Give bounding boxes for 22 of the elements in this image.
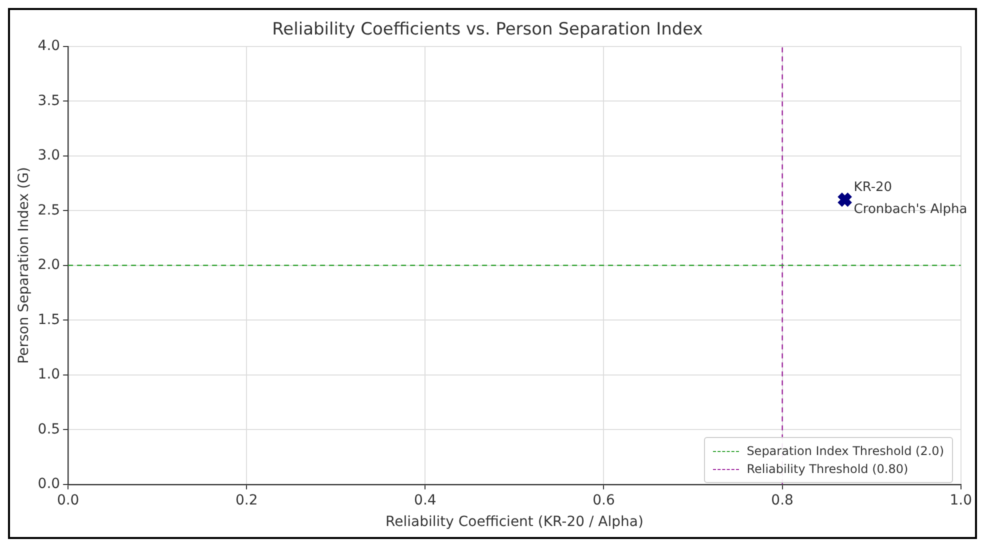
y-tick-label: 4.0	[38, 38, 60, 54]
y-axis-title: Person Separation Index (G)	[16, 166, 32, 364]
chart-title: Reliability Coefficients vs. Person Separation Index	[272, 20, 703, 40]
x-tick-label: 0.8	[771, 492, 794, 508]
y-tick-label: 0.5	[38, 421, 60, 438]
x-tick-label: 0.2	[235, 492, 258, 508]
y-tick-label: 2.5	[38, 202, 60, 218]
x-tick-label: 0.4	[414, 492, 436, 508]
annotation: KR-20	[854, 180, 892, 196]
x-tick-label: 1.0	[950, 492, 972, 508]
y-tick-label: 1.5	[38, 312, 60, 328]
y-tick-label: 3.5	[38, 92, 60, 109]
legend-label: Separation Index Threshold (2.0)	[746, 443, 944, 460]
y-tick-label: 3.0	[38, 148, 60, 164]
x-axis-title: Reliability Coefficient (KR-20 / Alpha)	[386, 514, 644, 530]
x-tick-label: 0.0	[56, 492, 80, 508]
annotation: Cronbach's Alpha	[854, 202, 968, 218]
x-tick-label: 0.6	[592, 492, 615, 508]
y-tick-label: 1.0	[38, 366, 60, 383]
y-tick-label: 0.0	[38, 476, 60, 492]
y-tick-label: 2.0	[38, 257, 60, 274]
ref-line-label: Reliability Threshold (0.80)	[746, 461, 908, 478]
